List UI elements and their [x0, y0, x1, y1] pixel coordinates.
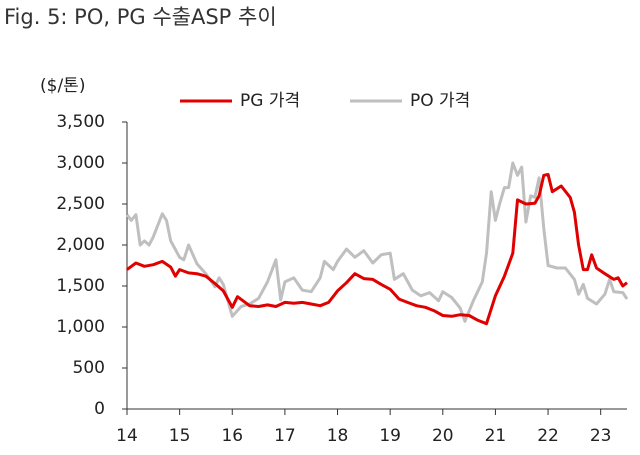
x-tick-label: 15 [169, 426, 191, 446]
x-tick-label: 20 [432, 426, 454, 446]
x-tick-label: 17 [274, 426, 296, 446]
y-tick-label: 500 [73, 358, 105, 378]
x-tick-label: 18 [327, 426, 349, 446]
series-line [125, 161, 629, 323]
y-tick-label: 1,000 [56, 317, 105, 337]
x-tick-label: 22 [537, 426, 559, 446]
y-tick-label: 2,500 [56, 194, 105, 214]
x-tick-label: 14 [116, 426, 138, 446]
y-tick-label: 3,000 [56, 153, 105, 173]
x-tick-label: 19 [379, 426, 401, 446]
legend-label: PO 가격 [410, 91, 470, 111]
x-tick-label: 21 [485, 426, 507, 446]
y-axis-label: ($/톤) [40, 76, 85, 96]
series-line [126, 173, 628, 326]
x-tick-label: 16 [221, 426, 243, 446]
y-tick-label: 1,500 [56, 276, 105, 296]
chart-title: Fig. 5: PO, PG 수출ASP 추이 [4, 5, 277, 29]
y-tick-label: 3,500 [56, 112, 105, 132]
x-tick-label: 23 [590, 426, 612, 446]
y-tick-label: 0 [94, 399, 105, 419]
legend-label: PG 가격 [240, 91, 300, 111]
y-tick-label: 2,000 [56, 235, 105, 255]
